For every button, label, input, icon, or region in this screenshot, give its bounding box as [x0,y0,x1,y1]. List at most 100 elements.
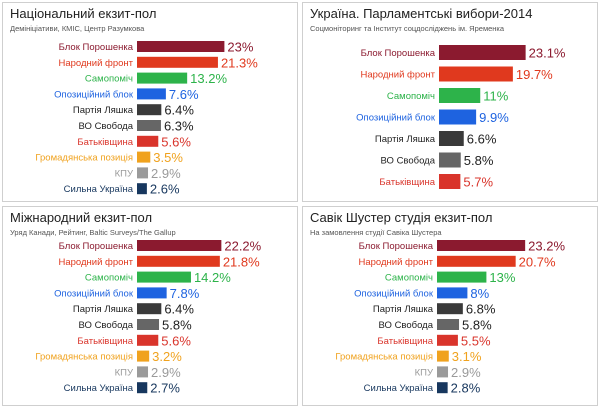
category-label: Народний фронт [58,257,133,268]
value-label: 5.5% [461,333,491,348]
bar-chart: Блок Порошенка 23.1% Народний фронт 19.7% Са… [356,45,566,190]
bar [137,334,159,346]
value-label: 3.5% [153,150,183,165]
bar [439,45,526,60]
bar [437,366,449,378]
category-label: ВО Свобода [79,121,134,132]
bar [437,382,448,394]
value-label: 2.9% [151,166,181,181]
category-label: Опозиційний блок [356,113,436,124]
bar [137,271,191,283]
category-label: Партія Ляшка [73,304,134,315]
value-label: 2.6% [150,182,180,197]
chart-subtitle: На замовлення студії Савіка Шустера [310,228,442,237]
bar [137,151,151,163]
chart-panel-national-exit-poll: Національний екзит-пол Демініціативи, КМ… [2,2,298,202]
value-label: 5.7% [463,175,493,190]
category-label: Самопоміч [385,273,433,284]
value-label: 21.8% [223,254,260,269]
category-label: Партія Ляшка [373,304,434,315]
category-label: Батьківщина [77,336,133,347]
bar [437,271,487,283]
category-label: Самопоміч [387,91,435,102]
bar-chart: Блок Порошенка 22.2% Народний фронт 21.8% Са… [35,239,261,396]
value-label: 5.6% [161,134,191,149]
category-label: Батьківщина [377,336,433,347]
category-label: Блок Порошенка [59,241,134,252]
bar [439,109,477,125]
category-label: Громадянська позиція [35,153,133,164]
bar [137,183,147,195]
value-label: 2.9% [451,365,481,380]
value-label: 23.2% [528,239,565,254]
bar [437,350,449,362]
category-label: Народний фронт [358,257,433,268]
value-label: 5.8% [462,318,492,333]
bar [137,366,149,378]
bar [137,255,220,267]
chart-subtitle: Соцмоніторинг та Інститут соцдосліджень … [310,24,505,33]
bar [137,88,166,100]
value-label: 8% [470,286,489,301]
category-label: Батьківщина [77,137,133,148]
value-label: 5.8% [162,318,192,333]
value-label: 23.1% [529,46,566,61]
category-label: КПУ [115,367,134,378]
bar [137,303,162,315]
bar [437,255,516,267]
value-label: 14.2% [194,270,231,285]
value-label: 11% [483,89,508,104]
value-label: 5.8% [464,153,494,168]
value-label: 5.6% [161,333,191,348]
category-label: Батьківщина [379,177,435,188]
category-label: КПУ [115,168,134,179]
value-label: 20.7% [519,254,556,269]
chart-title: Савік Шустер студія екзит-пол [310,210,493,225]
value-label: 6.8% [466,302,496,317]
bar [137,167,149,179]
category-label: Партія Ляшка [375,134,436,145]
value-label: 9.9% [479,110,509,125]
chart-subtitle: Демініціативи, КМІС, Центр Разумкова [10,24,145,33]
bar [137,120,161,131]
chart-panel-international-exit-poll: Міжнародний екзит-пол Уряд Канади, Рейти… [2,206,298,406]
bar [439,152,461,168]
category-label: Сильна Україна [64,184,134,195]
bar-chart: Блок Порошенка 23.2% Народний фронт 20.7% Са… [335,239,565,396]
value-label: 13.2% [190,71,227,86]
bar [137,72,188,84]
chart-title: Міжнародний екзит-пол [10,210,153,225]
value-label: 2.9% [151,365,181,380]
category-label: Опозиційний блок [354,288,434,299]
category-label: Самопоміч [85,273,133,284]
bar [137,56,218,68]
bar [437,287,468,299]
value-label: 22.2% [224,239,261,254]
bar [137,319,160,330]
bar [137,287,167,299]
category-label: КПУ [415,367,434,378]
value-label: 6.4% [164,103,194,118]
value-label: 23% [227,40,253,55]
bar-chart: Блок Порошенка 23% Народний фронт 21.3% Само… [35,40,258,197]
chart-subtitle: Уряд Канади, Рейтинг, Baltic Surveys/The… [10,228,176,237]
bar [437,334,458,346]
value-label: 13% [489,270,515,285]
bar [439,174,461,189]
bar [137,135,159,147]
category-label: Блок Порошенка [359,241,434,252]
value-label: 7.6% [169,87,199,102]
category-label: Опозиційний блок [54,89,134,100]
bar [437,319,460,330]
value-label: 2.7% [150,381,180,396]
category-label: ВО Свобода [381,156,436,167]
bar [439,131,464,146]
category-label: Самопоміч [85,74,133,85]
chart-title: Україна. Парламентські вибори-2014 [310,6,533,21]
bar [439,88,481,103]
bar [137,240,222,251]
value-label: 6.6% [467,132,497,147]
bar [437,240,526,251]
chart-panel-parliamentary-elections: Україна. Парламентські вибори-2014 Соцмо… [302,2,598,202]
value-label: 19.7% [516,67,553,82]
